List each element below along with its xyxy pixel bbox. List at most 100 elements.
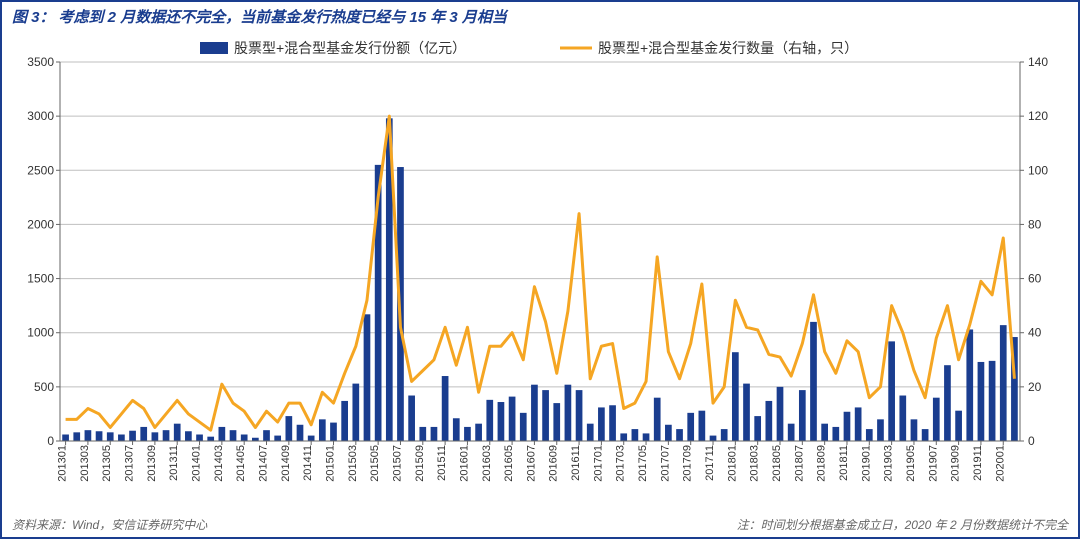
- bar: [553, 403, 560, 441]
- bar: [520, 413, 527, 441]
- bar: [118, 435, 125, 441]
- bar: [531, 385, 538, 441]
- x-tick-label: 201809: [816, 445, 828, 482]
- bar: [341, 401, 348, 441]
- bar: [832, 427, 839, 441]
- bar: [754, 416, 761, 441]
- bar: [73, 432, 80, 441]
- x-tick-label: 201309: [146, 445, 158, 482]
- x-tick-label: 201501: [324, 445, 336, 482]
- bar: [219, 427, 226, 441]
- bar: [163, 430, 170, 441]
- x-tick-label: 201311: [168, 445, 180, 481]
- x-tick-label: 201511: [436, 445, 448, 481]
- bar: [330, 423, 337, 441]
- bar: [297, 425, 304, 441]
- x-tick-label: 201909: [950, 445, 962, 482]
- bar: [855, 407, 862, 441]
- x-tick-label: 201907: [927, 445, 939, 482]
- bar: [174, 424, 181, 441]
- bar: [285, 416, 292, 441]
- bar: [732, 352, 739, 441]
- bar: [274, 436, 281, 441]
- x-tick-label: 201605: [503, 445, 515, 482]
- x-tick-label: 201301: [57, 445, 69, 482]
- title-label: 图 3：: [12, 9, 55, 26]
- title-text: 考虑到 2 月数据还不完全，当前基金发行热度已经与 15 年 3 月相当: [59, 9, 507, 26]
- bar: [911, 419, 918, 441]
- bar: [632, 429, 639, 441]
- y-left-tick: 3500: [27, 55, 54, 69]
- bar: [609, 405, 616, 441]
- bar: [576, 390, 583, 441]
- bar: [152, 432, 159, 441]
- x-tick-label: 201805: [771, 445, 783, 482]
- y-right-tick: 80: [1028, 217, 1042, 231]
- x-tick-label: 201807: [793, 445, 805, 482]
- x-tick-label: 201303: [79, 445, 91, 482]
- x-tick-label: 201701: [592, 445, 604, 482]
- x-tick-label: 201405: [235, 445, 247, 482]
- y-left-tick: 2000: [27, 217, 54, 231]
- bar: [710, 436, 717, 441]
- bar: [743, 384, 750, 441]
- bar: [777, 387, 784, 441]
- bar: [442, 376, 449, 441]
- x-tick-label: 201305: [101, 445, 113, 482]
- x-tick-label: 201407: [258, 445, 270, 482]
- x-tick-label: 201603: [481, 445, 493, 482]
- x-tick-label: 201905: [905, 445, 917, 482]
- bar: [565, 385, 572, 441]
- bar: [486, 400, 493, 441]
- bar: [788, 424, 795, 441]
- legend-bar-label: 股票型+混合型基金发行份额（亿元）: [234, 40, 466, 56]
- bar: [687, 413, 694, 441]
- y-left-tick: 3000: [27, 109, 54, 123]
- y-left-tick: 500: [34, 380, 54, 394]
- x-tick-label: 201509: [414, 445, 426, 482]
- y-right-tick: 140: [1028, 55, 1048, 69]
- bar: [877, 419, 884, 441]
- x-tick-label: 201401: [191, 445, 203, 482]
- bar: [922, 429, 929, 441]
- x-tick-label: 201803: [749, 445, 761, 482]
- y-right-tick: 0: [1028, 434, 1035, 448]
- bar: [140, 427, 147, 441]
- x-tick-label: 201707: [659, 445, 671, 482]
- bar: [230, 430, 237, 441]
- y-left-tick: 2500: [27, 163, 54, 177]
- bar: [453, 418, 460, 441]
- x-tick-label: 201307: [124, 445, 136, 482]
- plot-area: 0500100015002000250030003500020406080100…: [10, 32, 1070, 507]
- x-tick-label: 201505: [369, 445, 381, 482]
- bar: [207, 437, 214, 441]
- x-tick-label: 201709: [682, 445, 694, 482]
- bar: [475, 424, 482, 441]
- bar: [364, 314, 371, 441]
- x-tick-label: 201409: [280, 445, 292, 482]
- bar: [587, 424, 594, 441]
- x-tick-label: 201811: [838, 445, 850, 481]
- y-right-tick: 120: [1028, 109, 1048, 123]
- bar: [196, 435, 203, 441]
- bar: [419, 427, 426, 441]
- bar: [107, 432, 114, 441]
- footer: 资料来源：Wind，安信证券研究中心 注：时间划分根据基金成立日，2020 年 …: [12, 516, 1068, 533]
- bar: [509, 397, 516, 441]
- bar: [799, 390, 806, 441]
- y-left-tick: 0: [47, 434, 54, 448]
- bar: [352, 384, 359, 441]
- legend-line-label: 股票型+混合型基金发行数量（右轴，只）: [598, 40, 858, 56]
- bar: [498, 402, 505, 441]
- x-tick-label: 201503: [347, 445, 359, 482]
- bar: [1000, 325, 1007, 441]
- bar: [319, 419, 326, 441]
- chart-svg: 0500100015002000250030003500020406080100…: [10, 32, 1070, 511]
- bar: [989, 361, 996, 441]
- bar: [888, 341, 895, 441]
- bar: [821, 424, 828, 441]
- bar: [542, 390, 549, 441]
- bar: [721, 429, 728, 441]
- bar: [933, 398, 940, 441]
- y-right-tick: 100: [1028, 163, 1048, 177]
